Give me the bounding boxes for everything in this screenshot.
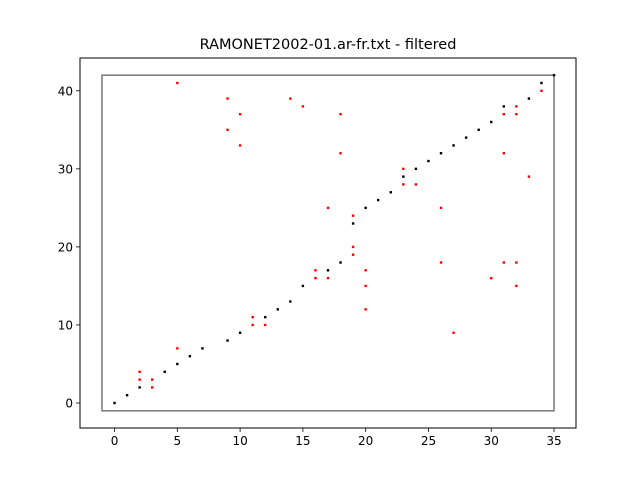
data-point (176, 362, 179, 366)
data-point (414, 183, 418, 186)
data-point (138, 378, 141, 381)
chart-title: RAMONET2002-01.ar-fr.txt - filtered (200, 37, 457, 53)
data-point (439, 261, 443, 264)
data-point (339, 261, 342, 264)
data-point (414, 167, 418, 171)
x-tick-label: 10 (232, 434, 247, 448)
x-tick-label: 30 (484, 434, 499, 448)
y-tick-label: 40 (58, 84, 73, 98)
data-point (188, 354, 192, 358)
range-box (101, 74, 555, 412)
data-point (125, 394, 129, 397)
data-point (238, 144, 242, 147)
data-point (490, 120, 493, 124)
data-point (138, 370, 141, 373)
data-point (452, 144, 455, 147)
data-point (326, 206, 330, 210)
data-point (427, 159, 430, 163)
data-point (201, 347, 204, 350)
y-tick-label: 20 (58, 240, 73, 254)
data-point (339, 113, 342, 116)
data-point (351, 245, 355, 249)
data-point (515, 284, 518, 288)
data-point (314, 276, 317, 280)
data-point (163, 370, 166, 373)
data-point (339, 152, 342, 155)
x-tick-label: 20 (358, 434, 373, 448)
data-point (251, 315, 254, 319)
x-tick-label: 15 (295, 434, 310, 448)
data-point (540, 81, 543, 85)
x-axis: 0 5 10 15 20 25 30 35 (111, 428, 562, 448)
data-point (402, 183, 405, 186)
data-point (264, 315, 267, 319)
data-point (238, 331, 242, 334)
x-tick-label: 5 (173, 434, 181, 448)
data-point (151, 378, 154, 381)
data-point (477, 128, 480, 132)
data-point (364, 269, 367, 272)
data-point (251, 323, 254, 327)
x-tick-label: 25 (421, 434, 436, 448)
y-tick-label: 0 (65, 397, 73, 411)
data-point (452, 331, 455, 334)
data-point (226, 128, 229, 132)
data-point (377, 198, 380, 202)
data-point (439, 206, 443, 210)
data-point (402, 175, 405, 178)
plot-content (101, 73, 556, 412)
x-tick-label: 35 (546, 434, 561, 448)
data-point (314, 269, 317, 272)
data-point (502, 152, 505, 155)
data-point (138, 386, 141, 389)
data-point (238, 113, 242, 116)
data-point (326, 276, 330, 280)
y-axis: 0 10 20 30 40 (58, 84, 80, 411)
data-point (226, 339, 229, 342)
data-point (515, 113, 518, 116)
data-point (326, 269, 330, 272)
data-point (515, 261, 518, 264)
data-point (264, 323, 267, 327)
data-point (351, 222, 355, 225)
data-point (402, 167, 405, 171)
y-tick-label: 10 (58, 318, 73, 332)
x-tick-label: 0 (111, 434, 119, 448)
data-point (113, 401, 116, 405)
data-point (289, 97, 292, 100)
data-point (552, 73, 556, 77)
data-point (389, 191, 392, 194)
data-point (502, 113, 505, 116)
data-point (276, 308, 279, 311)
data-point (439, 152, 443, 155)
data-point (364, 284, 367, 288)
data-point (515, 105, 518, 108)
data-point (364, 206, 367, 210)
data-point (540, 89, 543, 92)
data-point (176, 347, 179, 350)
data-point (502, 261, 505, 264)
axes-frame (79, 57, 577, 429)
data-point (226, 97, 229, 100)
data-point (364, 308, 367, 311)
data-point (151, 386, 154, 389)
data-point (464, 136, 468, 139)
data-point (527, 97, 531, 100)
data-point (301, 105, 305, 108)
data-point (502, 105, 505, 108)
data-point (289, 300, 292, 303)
data-point (351, 214, 355, 217)
y-tick-label: 30 (58, 162, 73, 176)
data-point (490, 276, 493, 280)
data-point (301, 284, 305, 288)
data-point (527, 175, 531, 178)
data-point (351, 253, 355, 256)
data-point (176, 81, 179, 85)
